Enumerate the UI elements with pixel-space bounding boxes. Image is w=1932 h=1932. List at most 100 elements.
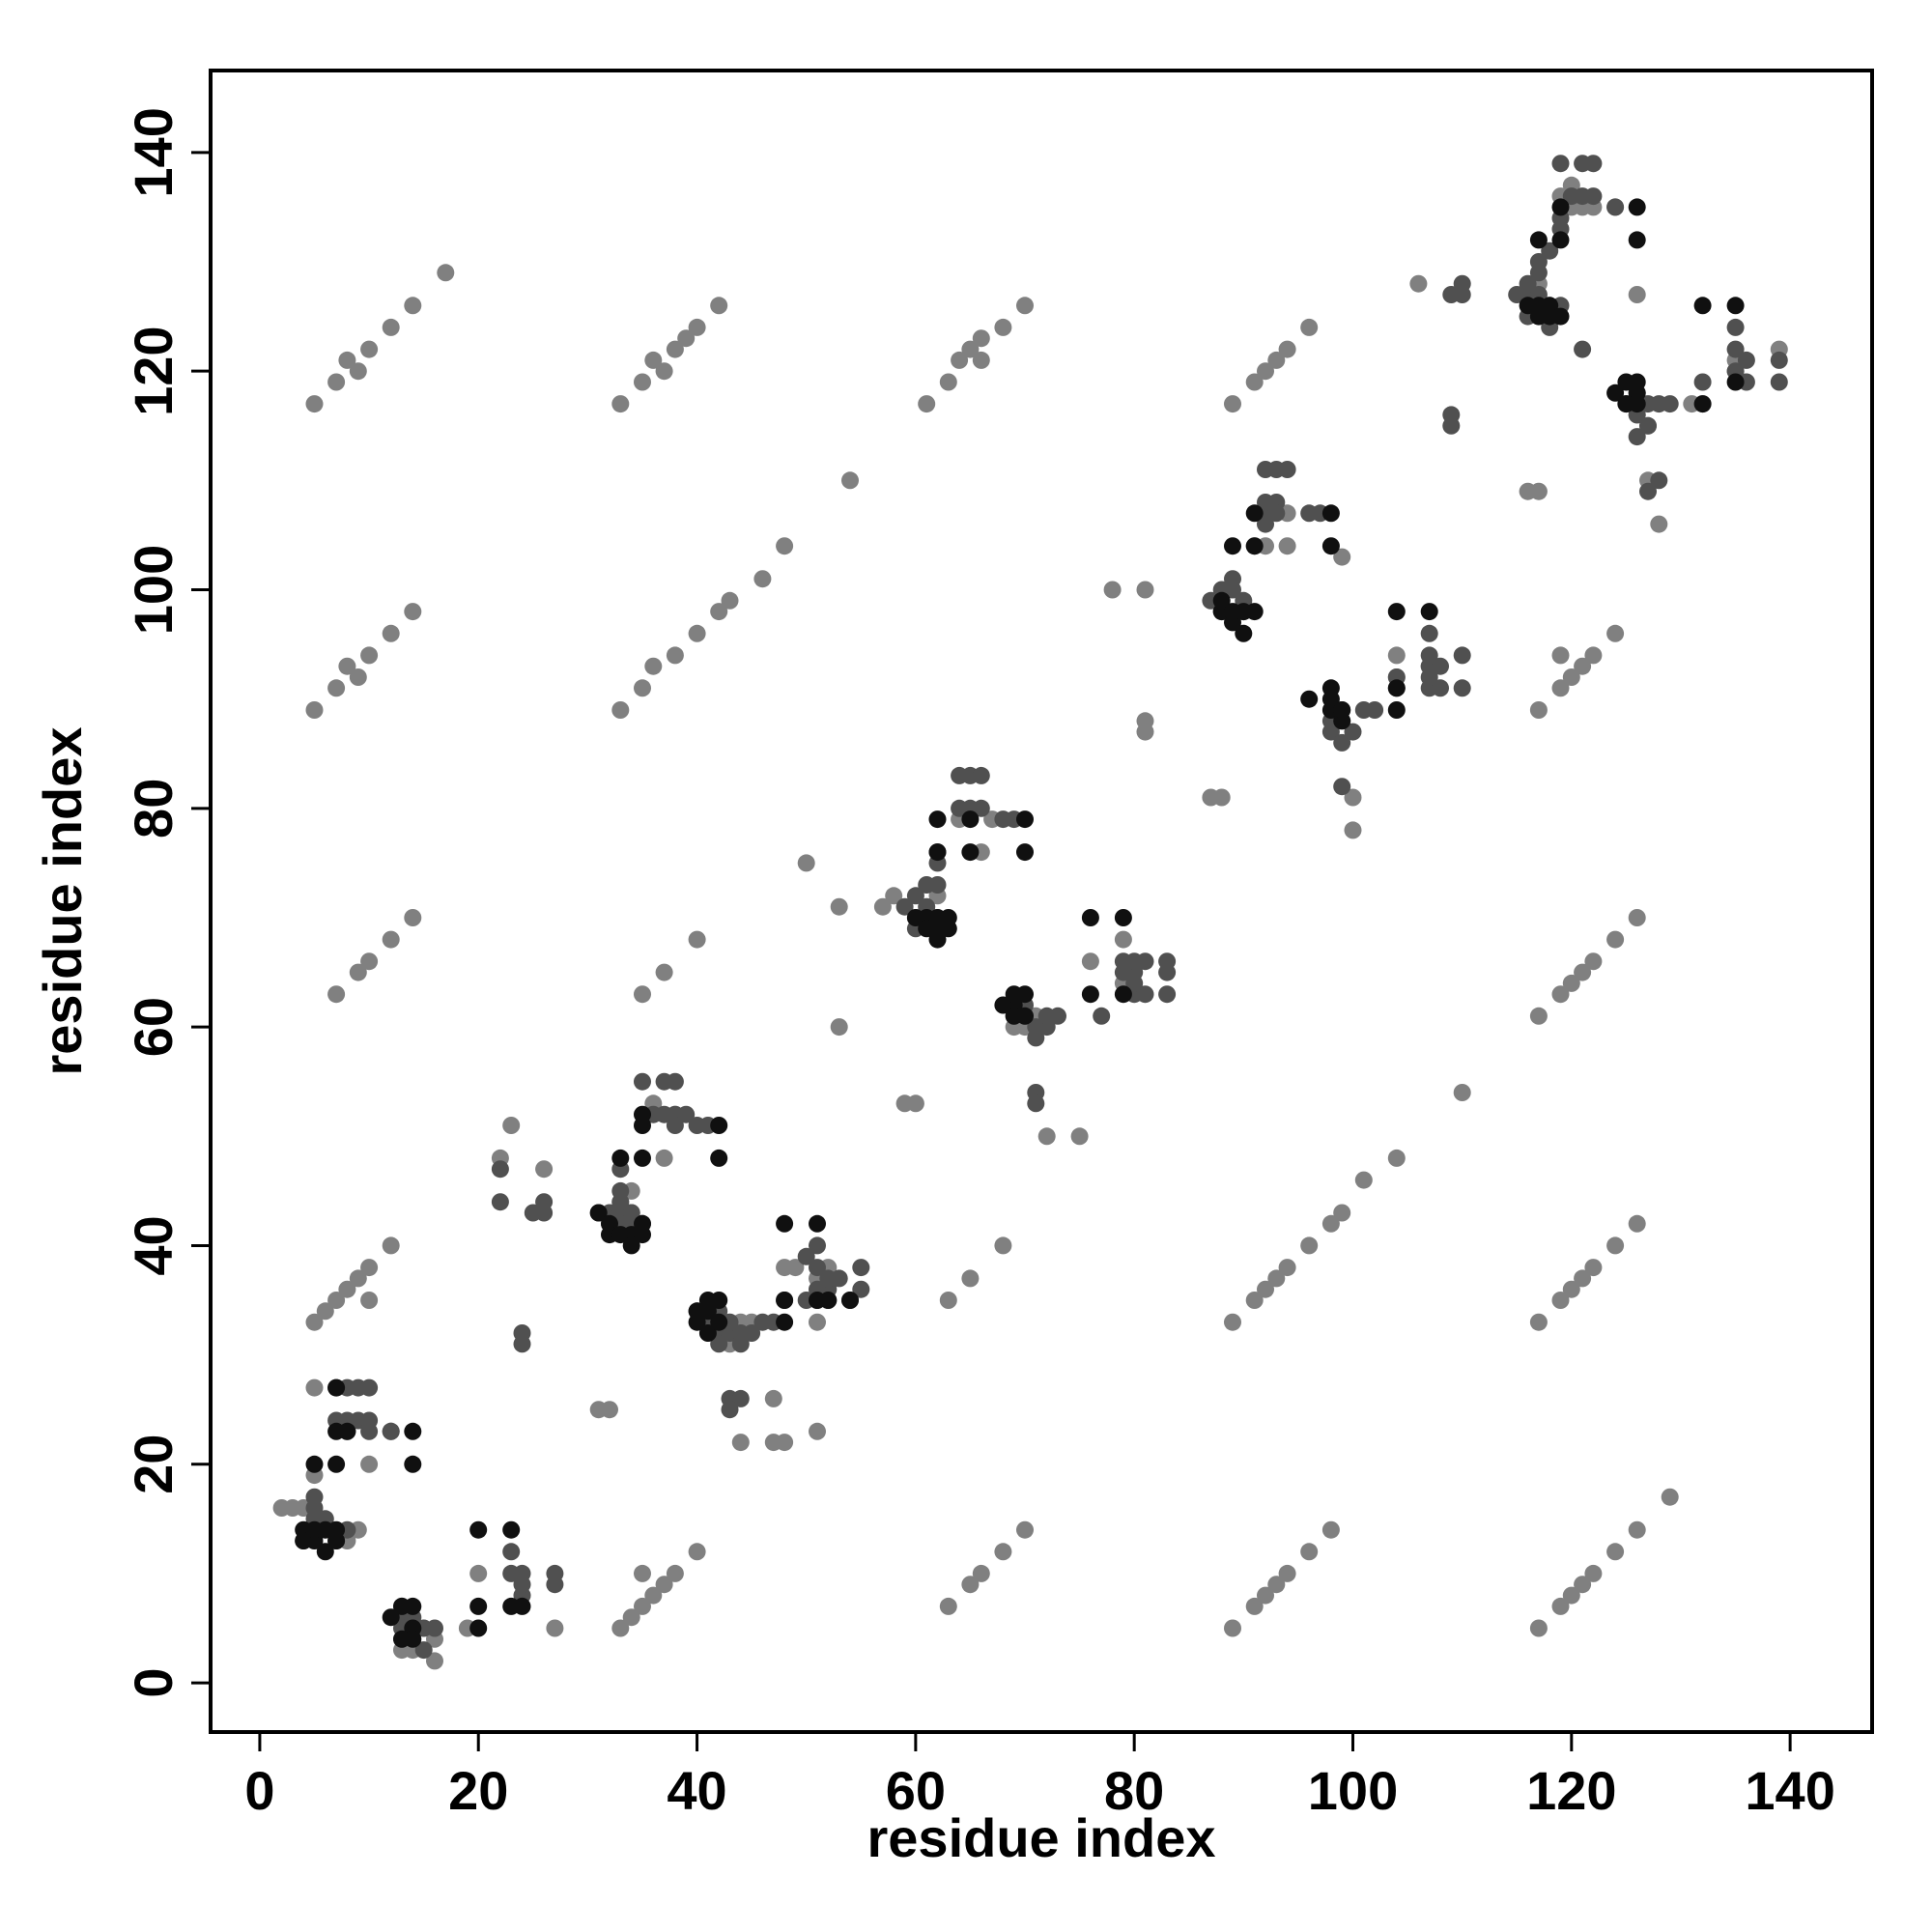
data-point: [1321, 537, 1340, 555]
data-point: [1224, 395, 1241, 413]
data-point: [513, 1597, 531, 1615]
data-point: [688, 624, 706, 642]
data-point: [1278, 1259, 1296, 1277]
data-point: [1628, 373, 1646, 391]
data-point: [469, 1597, 488, 1615]
data-point: [349, 1269, 367, 1288]
data-point: [1344, 788, 1362, 807]
data-point: [698, 1324, 717, 1342]
data-point: [1257, 1280, 1274, 1298]
data-point: [906, 1094, 924, 1113]
data-point: [327, 985, 346, 1004]
data-point: [1093, 1007, 1111, 1025]
data-point: [404, 603, 422, 621]
data-point: [841, 471, 859, 490]
data-point: [382, 624, 400, 642]
data-point: [1016, 810, 1034, 829]
data-point: [1453, 646, 1471, 665]
data-point: [1321, 1214, 1340, 1233]
data-point: [1529, 1007, 1548, 1025]
y-tick-label: 20: [123, 1435, 184, 1494]
data-point: [404, 1597, 422, 1615]
data-point: [1432, 679, 1449, 697]
data-point: [1551, 307, 1570, 326]
data-point: [382, 1236, 400, 1255]
data-point: [1344, 723, 1362, 741]
data-point: [895, 897, 914, 916]
data-point: [786, 1259, 805, 1277]
data-point: [1245, 373, 1264, 391]
y-axis-label: residue index: [32, 726, 93, 1075]
data-point: [305, 1488, 324, 1506]
data-point: [666, 1117, 684, 1134]
data-point: [589, 1204, 608, 1222]
data-point: [1529, 1313, 1548, 1331]
data-point: [327, 1455, 346, 1473]
data-point: [710, 297, 728, 315]
data-point: [1333, 701, 1351, 719]
data-point: [634, 985, 651, 1004]
data-point: [305, 395, 324, 413]
data-point: [1267, 351, 1286, 369]
data-point: [1639, 482, 1657, 500]
data-point: [634, 1564, 651, 1582]
data-point: [721, 1401, 739, 1419]
data-point: [1070, 1127, 1089, 1146]
data-point: [928, 843, 947, 862]
data-point: [404, 297, 422, 315]
data-point: [961, 1576, 980, 1594]
data-point: [546, 1619, 564, 1637]
data-point: [939, 1292, 957, 1309]
data-point: [776, 1292, 794, 1309]
data-point: [1529, 231, 1548, 249]
data-point: [338, 657, 356, 675]
data-point: [809, 1313, 826, 1331]
data-point: [928, 810, 947, 829]
data-point: [655, 1576, 673, 1594]
data-point: [1529, 701, 1548, 719]
data-point: [622, 1204, 640, 1222]
data-point: [972, 1564, 990, 1582]
data-point: [830, 1018, 848, 1037]
plot-frame: [209, 69, 1874, 1734]
data-point: [513, 1324, 531, 1342]
data-point: [1387, 603, 1406, 621]
data-point: [1114, 909, 1132, 926]
data-point: [634, 1072, 651, 1091]
data-point: [404, 909, 422, 926]
data-point: [688, 318, 706, 336]
data-point: [1016, 985, 1034, 1004]
data-point: [1114, 930, 1132, 949]
data-point: [1016, 1520, 1034, 1539]
data-point: [634, 679, 651, 697]
data-point: [305, 701, 324, 719]
data-point: [1300, 1236, 1319, 1255]
data-point: [1267, 504, 1286, 523]
data-point: [972, 329, 990, 348]
data-point: [809, 1422, 826, 1440]
data-point: [634, 373, 651, 391]
data-point: [666, 1564, 684, 1582]
data-point: [852, 1259, 870, 1277]
data-point: [1551, 198, 1570, 216]
data-point: [1693, 297, 1712, 315]
data-point: [809, 1236, 826, 1255]
x-tick-label: 100: [1308, 1760, 1398, 1821]
data-point: [1420, 646, 1438, 665]
data-point: [502, 1543, 521, 1561]
data-point: [469, 1619, 488, 1637]
data-point: [327, 1292, 346, 1309]
data-point: [1584, 187, 1603, 206]
data-point: [502, 1117, 521, 1134]
data-point: [644, 351, 663, 369]
data-point: [1321, 679, 1340, 697]
data-point: [776, 1313, 794, 1331]
data-point: [1628, 1520, 1646, 1539]
data-point: [634, 1597, 651, 1615]
x-axis-label: residue index: [867, 1807, 1215, 1868]
data-point: [1628, 428, 1646, 446]
data-point: [327, 679, 346, 697]
data-point: [1529, 1619, 1548, 1637]
data-point: [316, 1302, 334, 1321]
data-point: [1584, 646, 1603, 665]
